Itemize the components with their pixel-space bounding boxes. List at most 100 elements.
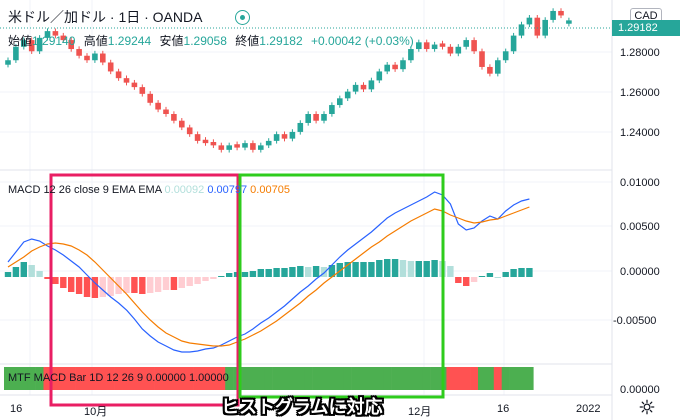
histogram-bar [60, 277, 67, 288]
histogram-bar [455, 277, 462, 283]
histogram-bar [399, 260, 407, 277]
mtf-bar-segment [367, 367, 376, 390]
candle-body [550, 10, 556, 20]
candle-body [68, 40, 74, 50]
mtf-bar-segment [478, 367, 487, 390]
histogram-bar [305, 267, 312, 277]
close-label: 終値 [235, 34, 260, 48]
time-tick: 16 [497, 403, 510, 415]
histogram-bar [44, 277, 51, 279]
histogram-bar [368, 262, 375, 277]
mtf-legend[interactable]: MTF MACD Bar 1D 12 26 9 0.00000 1.00000 [8, 372, 229, 384]
mtf-bar-segment [185, 367, 194, 390]
histogram-bar [154, 277, 162, 292]
candle-body [463, 40, 469, 47]
histogram-bar [36, 271, 43, 277]
candle-body [139, 87, 146, 94]
mtf-bar-segment [177, 367, 186, 390]
candle-body [344, 91, 351, 99]
candle-body [289, 131, 296, 139]
candle-body [100, 53, 106, 63]
histogram-bar [131, 277, 138, 293]
histogram-bar [407, 261, 415, 277]
histogram-bar [391, 259, 399, 277]
macd-legend[interactable]: MACD 12 26 close 9 EMA EMA 0.00092 0.007… [8, 184, 290, 196]
histogram-bar [470, 277, 478, 282]
histogram-bar [68, 277, 75, 292]
mtf-bar-segment [217, 367, 226, 390]
histogram-bar [107, 277, 114, 296]
mtf-bar-segment [351, 367, 360, 390]
histogram-bar [510, 269, 517, 277]
candle-body [171, 114, 177, 121]
macd-tick: 0.00500 [620, 221, 660, 233]
last-price-tag: 1.29182 [612, 20, 680, 36]
candle-body [273, 134, 280, 141]
histogram-bar [336, 263, 343, 277]
gear-icon[interactable] [638, 398, 656, 416]
candle-body [194, 134, 201, 141]
histogram-bar [352, 262, 359, 277]
mtf-bar-segment [383, 367, 392, 390]
histogram-bar [249, 271, 257, 277]
candle-body [455, 46, 462, 54]
candle-body [210, 142, 217, 146]
candle-body [534, 17, 541, 36]
candle-body [13, 46, 19, 61]
histogram-bar [162, 277, 170, 290]
close-value: 1.29182 [259, 34, 303, 48]
mtf-bar-segment [264, 367, 273, 390]
mtf-bar-segment [414, 367, 423, 390]
mtf-bar-segment [525, 367, 534, 390]
histogram-bar [415, 261, 422, 277]
candle-body [471, 40, 477, 52]
mtf-bar-segment [59, 367, 68, 390]
candle-body [84, 55, 90, 61]
mtf-bar-segment [304, 367, 313, 390]
histogram-bar [241, 272, 249, 277]
candle-body [479, 51, 485, 67]
candle-body [36, 37, 43, 52]
mtf-bar-segment [462, 367, 471, 390]
macd-hist-value: 0.00092 [164, 184, 205, 196]
macd-legend-name: MACD 12 26 close 9 EMA EMA [8, 184, 162, 196]
mtf-bar-segment [406, 367, 416, 390]
candle-body [313, 114, 319, 121]
candle-body [368, 80, 375, 90]
candle-body [526, 17, 533, 25]
histogram-bar [376, 260, 383, 277]
low-label: 安値 [159, 34, 184, 48]
histogram-bar [210, 277, 217, 279]
candle-body [352, 84, 359, 92]
histogram-bar [257, 269, 264, 277]
mtf-bar-segment [75, 367, 84, 390]
mtf-bar-segment [209, 367, 218, 390]
candle-body [131, 82, 138, 88]
candle-body [487, 66, 493, 74]
histogram-bar [312, 266, 320, 277]
candle-body [265, 140, 272, 146]
candle-body [518, 24, 525, 36]
histogram-bar [526, 268, 533, 277]
mtf-bar-segment [501, 367, 510, 390]
symbol-title[interactable]: 米ドル／加ドル · 1日 · OANDA [8, 9, 203, 25]
macd-signal-value: 0.00705 [250, 184, 290, 196]
histogram-bar [147, 277, 154, 293]
mtf-bar-segment [51, 367, 60, 390]
candle-body [218, 145, 225, 150]
highlight-box-bearish [49, 173, 240, 407]
mtf-bar-segment [248, 367, 258, 390]
candle-body [384, 64, 390, 72]
mtf-bar-segment [27, 367, 36, 390]
time-tick: 16 [10, 403, 23, 415]
candle-body [226, 145, 232, 150]
mtf-bar-segment [454, 367, 463, 390]
change-value: +0.00042 (+0.03%) [311, 34, 414, 48]
candle-body [439, 43, 446, 47]
macd-tick: -0.00500 [613, 315, 657, 327]
candle-body [392, 64, 398, 70]
candle-body [186, 127, 193, 135]
highlight-box-bullish [238, 173, 445, 399]
